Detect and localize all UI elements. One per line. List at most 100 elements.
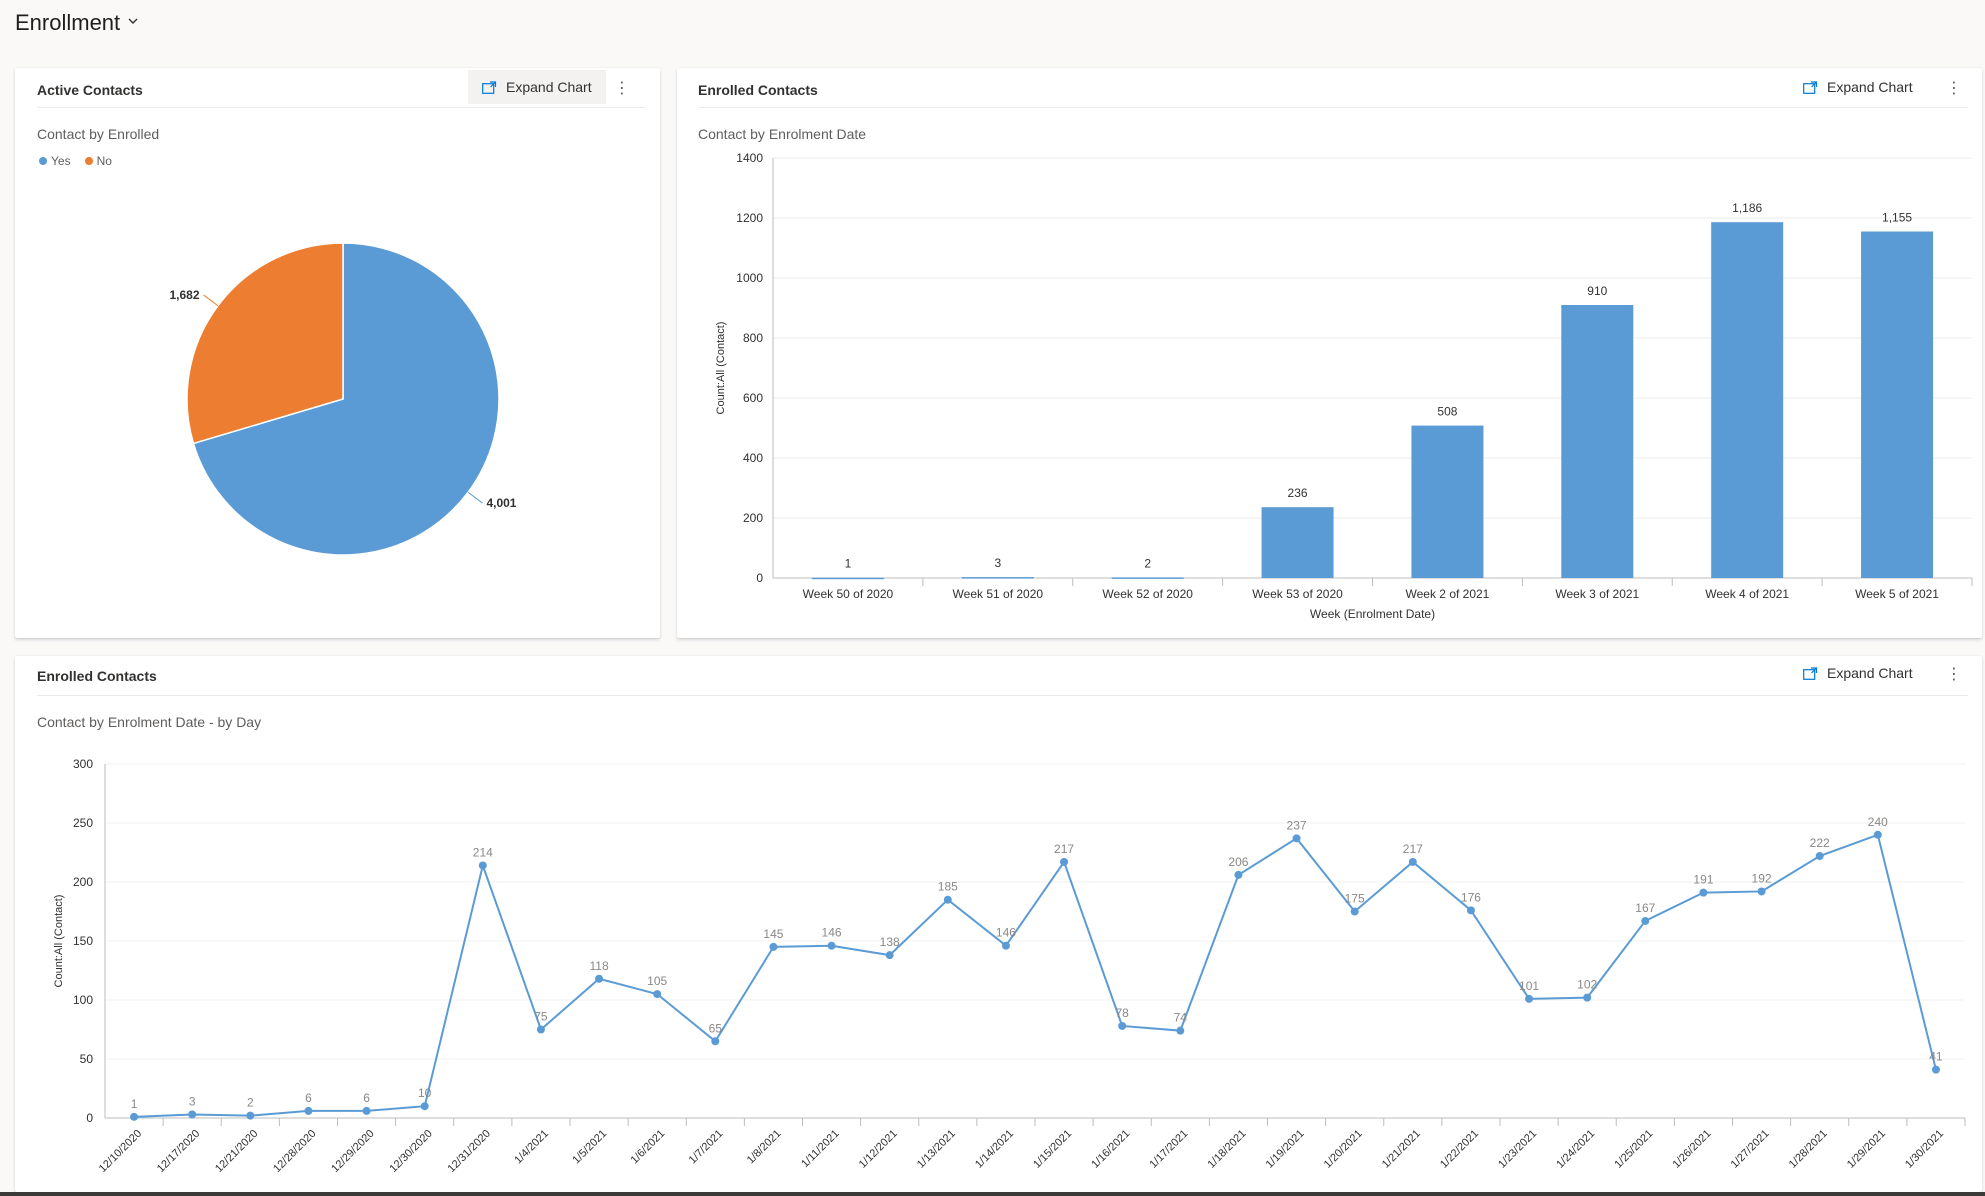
data-point — [188, 1110, 197, 1119]
bar — [1411, 425, 1484, 578]
pie-data-label: 4,001 — [486, 496, 516, 510]
point-data-label: 167 — [1635, 901, 1655, 915]
x-tick-label: 1/26/2021 — [1670, 1128, 1713, 1171]
card-header: Active Contacts Expand Chart ⋮ — [15, 68, 660, 108]
expand-chart-button[interactable]: Expand Chart — [468, 70, 606, 104]
y-axis-title: Count:All (Contact) — [53, 895, 65, 988]
expand-chart-icon — [482, 80, 497, 94]
point-data-label: 101 — [1519, 979, 1539, 993]
expand-chart-icon — [1803, 80, 1818, 94]
data-point — [1815, 852, 1824, 861]
point-data-label: 6 — [305, 1091, 312, 1105]
legend-item-no[interactable]: No — [84, 154, 112, 168]
data-point — [1873, 830, 1882, 839]
pie-data-label: 1,682 — [170, 288, 200, 302]
x-tick-label: 12/31/2020 — [446, 1128, 493, 1175]
x-tick-label: 1/23/2021 — [1496, 1128, 1539, 1171]
y-tick-label: 800 — [743, 331, 763, 345]
x-tick-label: 1/22/2021 — [1438, 1128, 1481, 1171]
x-tick-label: 1/25/2021 — [1612, 1128, 1655, 1171]
point-data-label: 146 — [822, 926, 842, 940]
page-title: Enrollment — [15, 10, 121, 35]
point-data-label: 145 — [763, 927, 783, 941]
point-data-label: 146 — [996, 926, 1016, 940]
data-point — [711, 1037, 720, 1046]
more-options-icon[interactable]: ⋮ — [1946, 666, 1962, 683]
x-tick-label: 1/6/2021 — [629, 1128, 668, 1167]
chart-subtitle: Contact by Enrolled — [37, 126, 160, 142]
legend-label-yes: Yes — [51, 154, 71, 168]
card-header: Enrolled Contacts Expand Chart ⋮ — [15, 656, 1982, 696]
data-point — [1525, 994, 1534, 1003]
header-divider — [698, 107, 1968, 108]
x-tick-label: 12/28/2020 — [271, 1128, 318, 1175]
x-tick-label: 12/21/2020 — [213, 1128, 260, 1175]
x-tick-label: 1/17/2021 — [1147, 1128, 1190, 1171]
data-point — [1060, 857, 1069, 866]
point-data-label: 1 — [131, 1097, 138, 1111]
x-tick-label: 1/12/2021 — [857, 1128, 900, 1171]
y-tick-label: 600 — [743, 391, 763, 405]
y-tick-label: 50 — [80, 1052, 94, 1066]
point-data-label: 237 — [1287, 818, 1307, 832]
taskbar-edge — [0, 1192, 1985, 1196]
point-data-label: 175 — [1345, 892, 1365, 906]
active-contacts-card: Active Contacts Expand Chart ⋮ Contact b… — [15, 68, 660, 638]
bar-data-label: 1,186 — [1732, 201, 1762, 215]
x-tick-label: Week 3 of 2021 — [1555, 587, 1639, 601]
x-tick-label: 1/15/2021 — [1031, 1128, 1074, 1171]
y-tick-label: 1200 — [736, 211, 763, 225]
point-data-label: 2 — [247, 1096, 254, 1110]
x-tick-label: 12/10/2020 — [97, 1128, 144, 1175]
pie-chart: 4,001 1,682 — [170, 242, 517, 556]
expand-chart-label: Expand Chart — [506, 79, 592, 95]
enrolled-contacts-day-card: Enrolled Contacts Expand Chart ⋮ Contact… — [15, 656, 1982, 1192]
expand-chart-button[interactable]: Expand Chart — [1789, 656, 1927, 690]
data-point — [595, 974, 604, 983]
data-point — [1641, 916, 1650, 925]
y-tick-label: 400 — [743, 451, 763, 465]
point-data-label: 105 — [647, 974, 667, 988]
card-title: Enrolled Contacts — [37, 668, 157, 684]
x-tick-label: 1/27/2021 — [1729, 1128, 1772, 1171]
x-tick-label: Week 53 of 2020 — [1252, 587, 1343, 601]
bar — [1861, 231, 1934, 578]
more-options-icon[interactable]: ⋮ — [1946, 80, 1962, 97]
x-tick-label: 1/5/2021 — [570, 1128, 609, 1167]
y-tick-label: 250 — [73, 816, 93, 830]
more-options-icon[interactable]: ⋮ — [614, 80, 630, 97]
data-point — [827, 941, 836, 950]
y-tick-label: 1000 — [736, 271, 763, 285]
bar — [1111, 577, 1184, 579]
header-divider — [37, 695, 1968, 696]
expand-chart-button[interactable]: Expand Chart — [1789, 70, 1927, 104]
expand-chart-icon — [1803, 666, 1818, 680]
x-axis-title: Week (Enrolment Date) — [1310, 607, 1435, 621]
data-point — [1001, 941, 1010, 950]
legend-swatch-yes — [39, 157, 47, 165]
chart-legend: Yes No — [39, 154, 112, 168]
y-tick-label: 300 — [73, 757, 93, 771]
data-point — [362, 1106, 371, 1115]
chart-subtitle: Contact by Enrolment Date — [698, 126, 867, 142]
x-tick-label: 1/8/2021 — [745, 1128, 784, 1167]
x-tick-label: Week 4 of 2021 — [1705, 587, 1789, 601]
data-point — [478, 861, 487, 870]
series-line — [134, 833, 1937, 1118]
data-point — [246, 1111, 255, 1120]
x-tick-label: 1/24/2021 — [1554, 1128, 1597, 1171]
data-point — [1118, 1021, 1127, 1030]
point-data-label: 191 — [1693, 873, 1713, 887]
bar-data-label: 2 — [1144, 556, 1151, 570]
bar — [811, 577, 884, 580]
legend-item-yes[interactable]: Yes — [39, 154, 71, 168]
legend-label-no: No — [96, 154, 112, 168]
pie-leader-line — [203, 294, 219, 307]
bar — [1711, 222, 1784, 578]
card-header: Enrolled Contacts Expand Chart ⋮ — [677, 68, 1982, 108]
y-tick-label: 100 — [73, 993, 93, 1007]
dashboard-selector[interactable]: Enrollment — [15, 10, 138, 36]
point-data-label: 214 — [473, 845, 493, 859]
enrolled-contacts-week-card: Enrolled Contacts Expand Chart ⋮ Contact… — [677, 68, 1982, 638]
data-point — [943, 895, 952, 904]
